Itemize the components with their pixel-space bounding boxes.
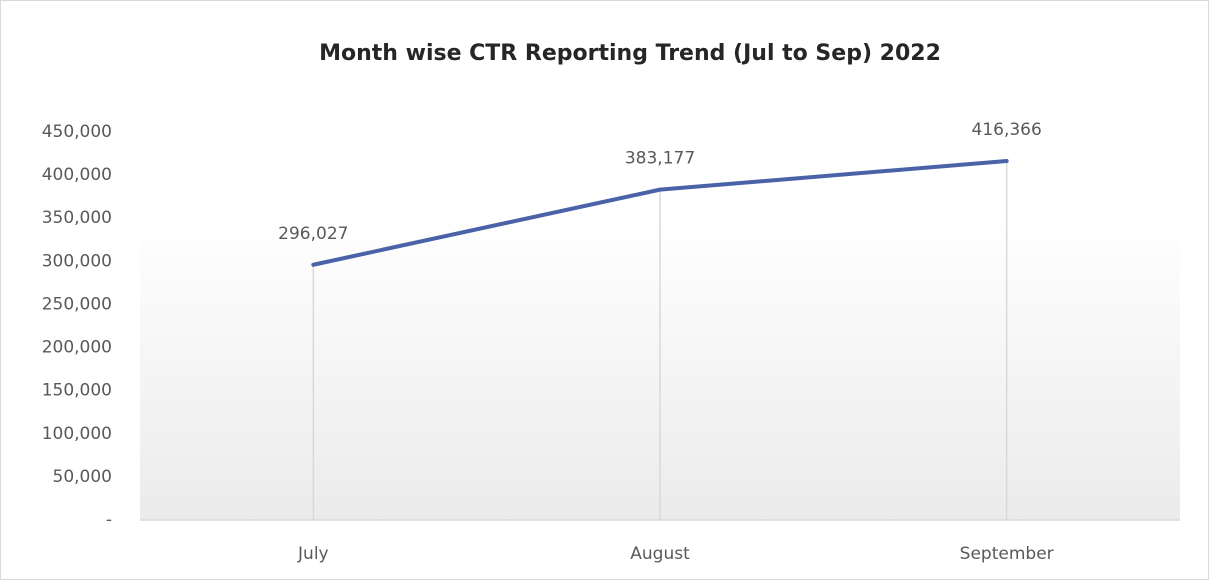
data-label: 383,177 [625,149,695,169]
data-label: 296,027 [278,224,348,244]
y-tick-label: 350,000 [42,208,112,228]
y-tick-label: 300,000 [42,251,112,271]
y-tick-label: - [106,510,112,530]
data-label: 416,366 [972,120,1042,140]
x-tick-label: August [630,544,690,564]
chart-title: Month wise CTR Reporting Trend (Jul to S… [319,41,941,66]
y-tick-label: 100,000 [42,424,112,444]
x-tick-label: July [297,544,329,564]
line [311,159,1009,267]
y-tick-label: 450,000 [42,122,112,142]
y-tick-label: 50,000 [53,467,112,487]
x-tick-label: September [960,544,1054,564]
y-tick-label: 250,000 [42,294,112,314]
y-tick-label: 150,000 [42,381,112,401]
y-tick-label: 200,000 [42,338,112,358]
y-tick-label: 400,000 [42,165,112,185]
